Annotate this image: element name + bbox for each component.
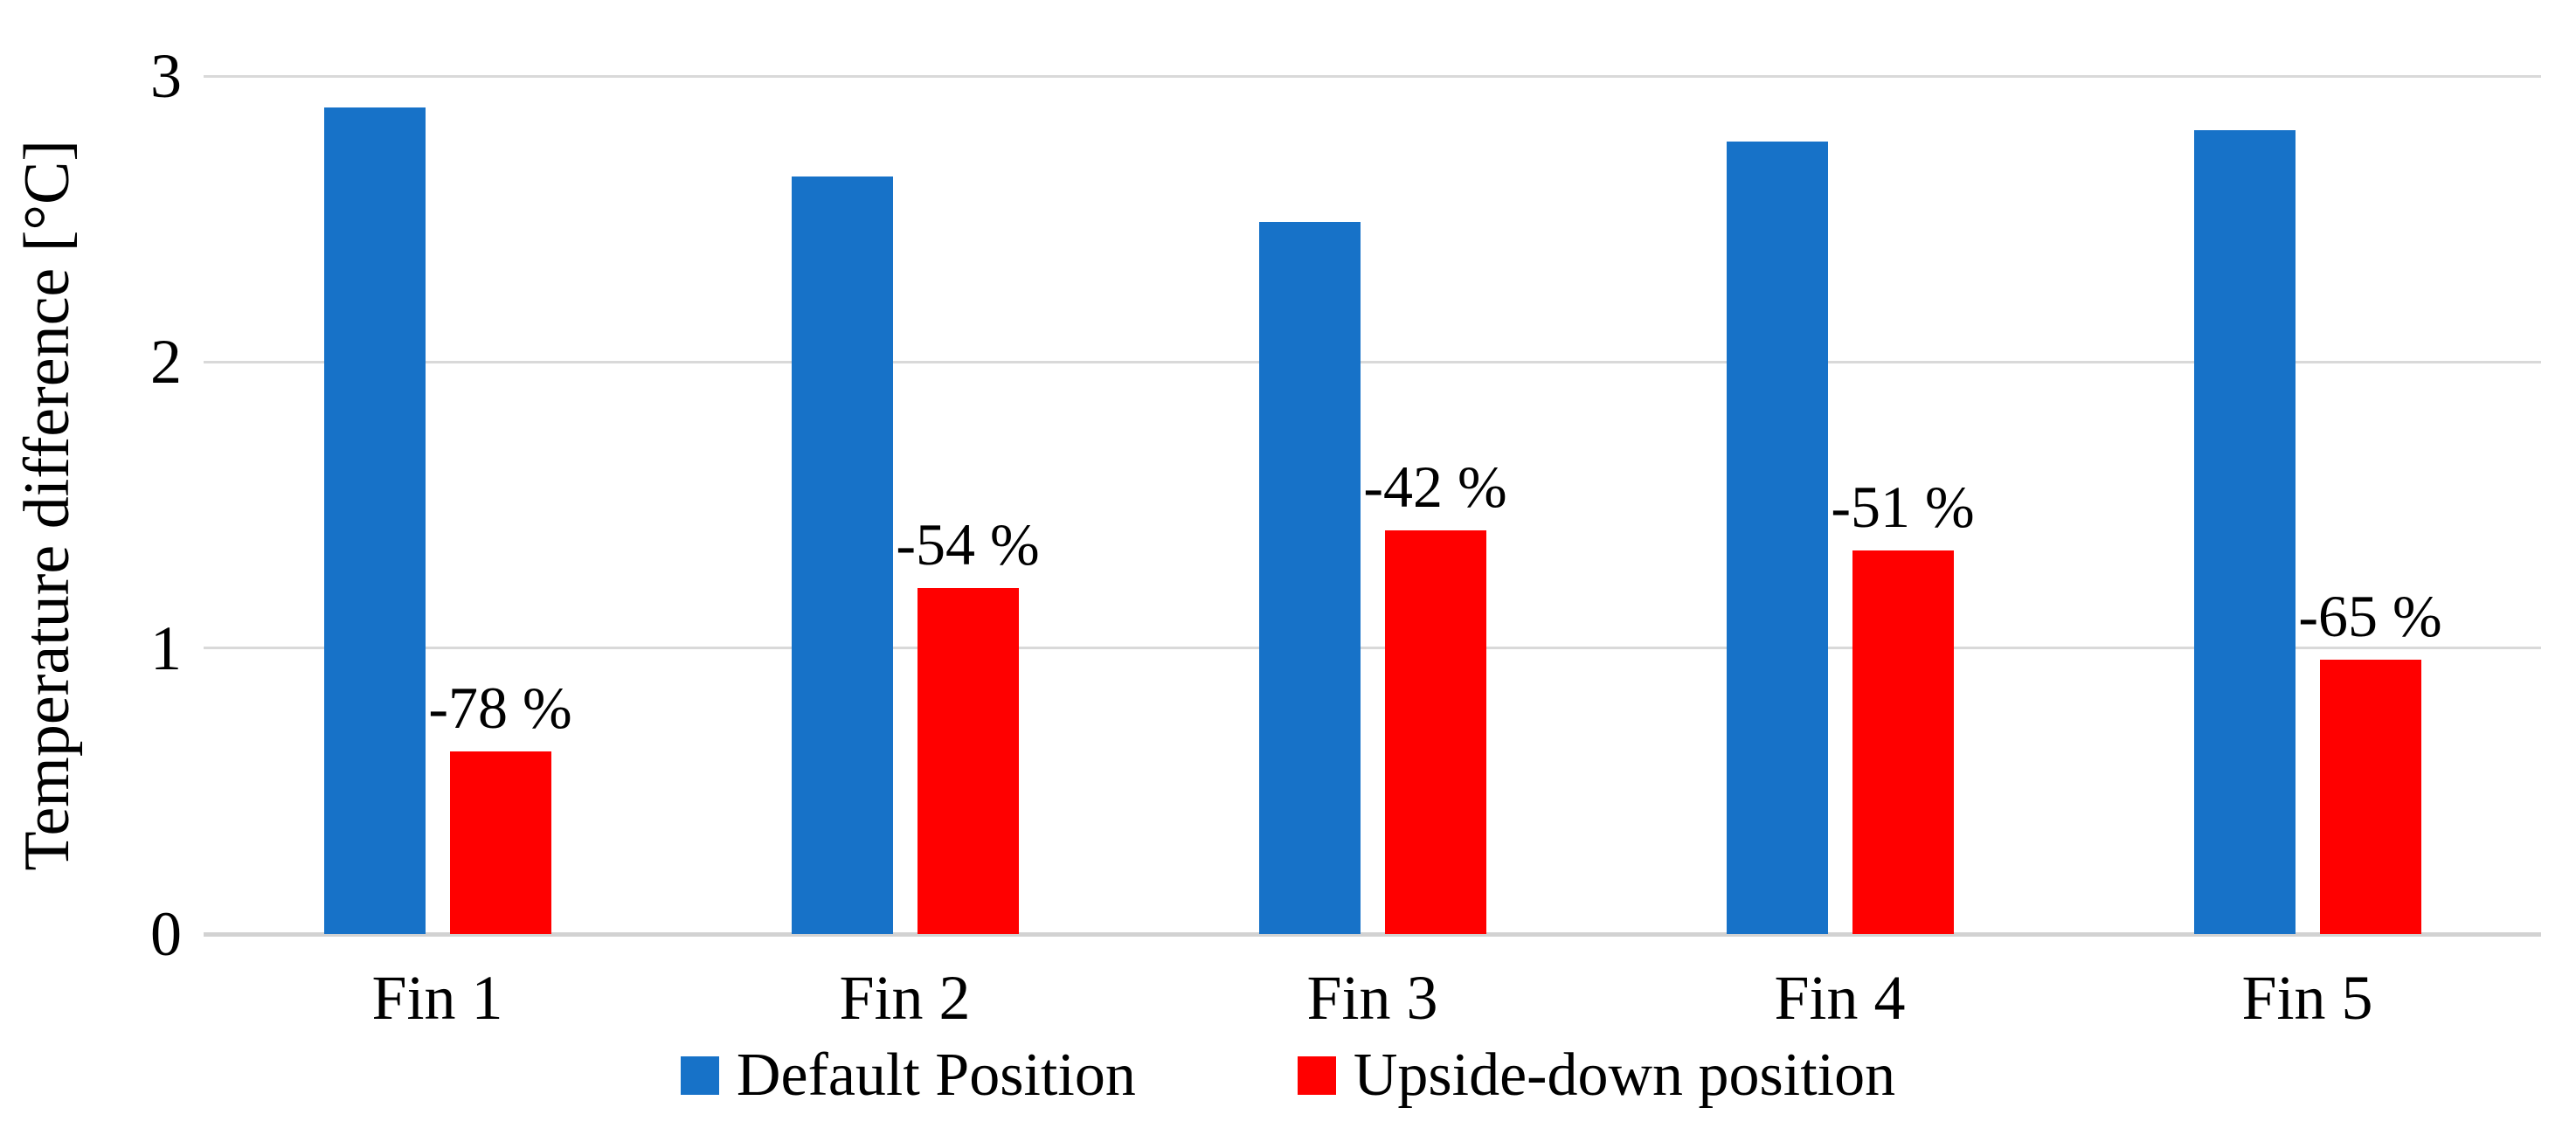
legend-label: Default Position [736, 1042, 1136, 1109]
gridline-y0 [204, 932, 2541, 937]
bar-upside-down-position: -54 % [896, 515, 1040, 934]
bar-group-fin-5: -65 % [2074, 76, 2541, 934]
bar-group-fin-4: -51 % [1606, 76, 2074, 934]
data-label: -65 % [2298, 582, 2442, 649]
x-axis-label-fin-5: Fin 5 [2241, 963, 2373, 1033]
y-axis-title-text: Temperature difference [°C] [11, 139, 83, 871]
legend-entry-default-position: Default Position [680, 1042, 1136, 1109]
bar-pair: -51 % [1726, 76, 1975, 934]
x-axis-labels: Fin 1 Fin 2 Fin 3 Fin 4 Fin 5 [204, 966, 2541, 1029]
bar-default-position [2193, 130, 2296, 934]
gridline-y3 [204, 74, 2541, 78]
bar-groups: -78 % -54 % -42 % -51 % -65 % [204, 76, 2541, 934]
plot-area: -78 % -54 % -42 % -51 % -65 % [204, 74, 2541, 937]
bar-default-position [791, 176, 893, 934]
x-axis-label-fin-2: Fin 2 [839, 963, 971, 1033]
legend-swatch-blue [680, 1056, 719, 1095]
bar-upside-down-position: -42 % [1363, 457, 1507, 934]
x-axis-label-fin-1: Fin 1 [371, 963, 503, 1033]
bar-pair: -54 % [791, 76, 1040, 934]
bar-upside-down-position: -65 % [2298, 586, 2442, 934]
bar-pair: -42 % [1258, 76, 1507, 934]
x-axis-label-fin-3: Fin 3 [1306, 963, 1438, 1033]
bar-group-fin-1: -78 % [204, 76, 671, 934]
legend-label: Upside-down position [1353, 1042, 1896, 1109]
data-label: -78 % [428, 674, 572, 741]
gridline-y1 [204, 647, 2541, 650]
bar-pair: -78 % [323, 76, 572, 934]
bar-default-position [1726, 142, 1828, 934]
bar-default-position [1258, 221, 1361, 934]
gridline-y2 [204, 360, 2541, 363]
data-label: -51 % [1831, 474, 1975, 541]
data-label: -54 % [896, 510, 1040, 578]
bar-upside-down-position: -51 % [1831, 477, 1975, 934]
bar-pair: -65 % [2193, 76, 2442, 934]
y-axis-title: Temperature difference [°C] [3, 76, 91, 934]
legend-swatch-red [1297, 1056, 1336, 1095]
x-axis-label-fin-4: Fin 4 [1774, 963, 1906, 1033]
bar-default-position [323, 107, 426, 934]
legend-entry-upside-down-position: Upside-down position [1297, 1042, 1896, 1109]
bar-group-fin-2: -54 % [671, 76, 1139, 934]
bar-upside-down-position: -78 % [428, 678, 572, 934]
legend: Default Position Upside-down position [0, 1045, 2576, 1106]
bar-group-fin-3: -42 % [1139, 76, 1606, 934]
data-label: -42 % [1363, 453, 1507, 521]
